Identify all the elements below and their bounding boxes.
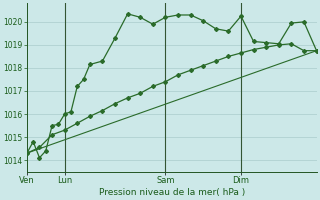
X-axis label: Pression niveau de la mer( hPa ): Pression niveau de la mer( hPa ): [99, 188, 245, 197]
